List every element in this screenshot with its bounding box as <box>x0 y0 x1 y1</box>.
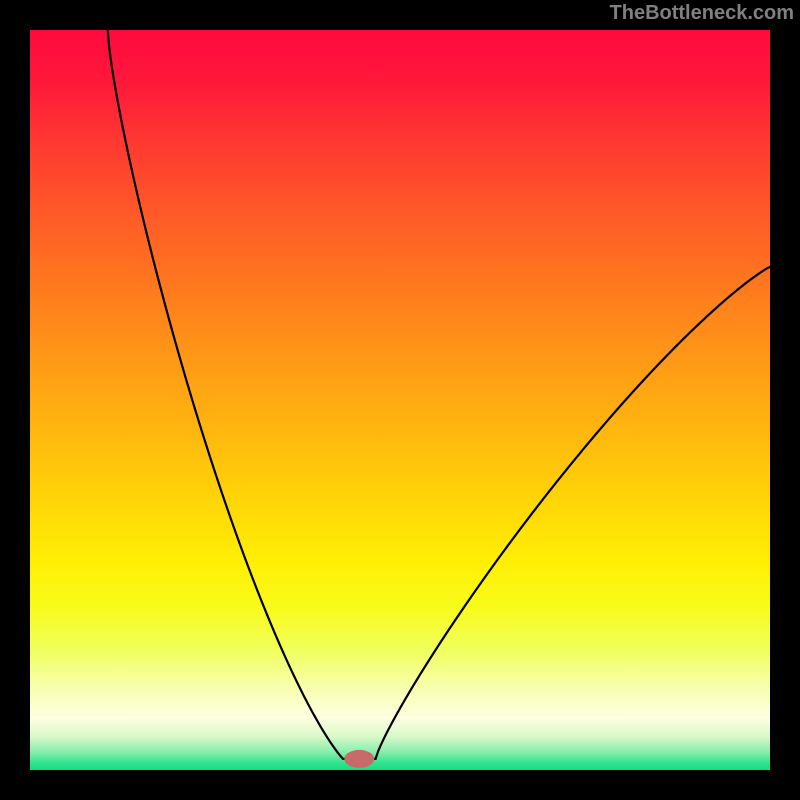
plot-area <box>30 30 770 770</box>
watermark-text: TheBottleneck.com <box>610 2 794 25</box>
optimal-point-marker <box>344 750 374 768</box>
